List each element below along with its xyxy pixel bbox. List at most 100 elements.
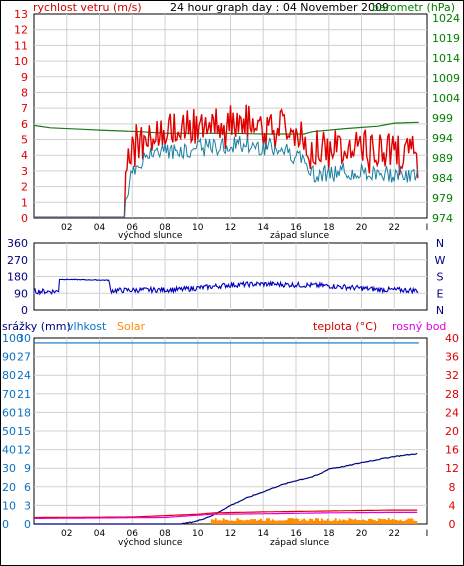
humidity-tick-label: 24 [17, 369, 31, 382]
solar-bar [287, 518, 290, 524]
x-tick-label: 10 [192, 223, 204, 233]
compass-label: N [436, 237, 444, 250]
solar-bar [375, 520, 378, 524]
rain-tick-label: 10 [2, 499, 16, 512]
pressure-tick-label: 999 [432, 112, 453, 125]
wind-tick-label: 10 [14, 55, 28, 68]
humidity-tick-label: 21 [17, 388, 31, 401]
rain-tick-label: 70 [2, 388, 16, 401]
solar-bar [277, 520, 280, 524]
temperature-tick-label: 24 [445, 406, 459, 419]
wind-tick-label: 0 [21, 212, 28, 225]
x-tick-label: 22 [389, 529, 400, 539]
x-tick-label: 04 [94, 223, 106, 233]
solar-bar [301, 519, 304, 524]
humidity-tick-label: 6 [24, 481, 31, 494]
solar-bar [242, 520, 245, 524]
solar-bar [289, 518, 292, 524]
wind-tick-label: 5 [21, 134, 28, 147]
wind-axis-title: rychlost vetru (m/s) [33, 1, 142, 14]
solar-bar [311, 519, 314, 524]
solar-bar [228, 520, 231, 524]
wind-average-line [34, 136, 419, 218]
solar-bar [256, 520, 259, 524]
pressure-axis-title: barometr (hPa) [372, 1, 455, 14]
x-tick-label: 22 [389, 223, 400, 233]
solar-bar [265, 518, 268, 524]
solar-bar [371, 519, 374, 524]
solar-bar [342, 519, 345, 524]
rain-legend: srážky (mm) [2, 320, 71, 333]
pressure-tick-label: 979 [432, 192, 453, 205]
humidity-tick-label: 3 [24, 499, 31, 512]
x-tick-label: 12 [225, 223, 236, 233]
temperature-tick-label: 36 [445, 351, 459, 364]
x-tick-label: 04 [94, 529, 106, 539]
temperature-tick-label: 12 [445, 462, 459, 475]
solar-bar [336, 520, 339, 524]
solar-bar [240, 519, 243, 524]
wind-tick-label: 8 [21, 86, 28, 99]
bottom-panel-grid [34, 338, 427, 524]
solar-bar [313, 520, 316, 524]
solar-bar [362, 519, 365, 524]
solar-bar [314, 518, 317, 524]
solar-bar [271, 519, 274, 524]
pressure-tick-label: 989 [432, 152, 453, 165]
humidity-ticks: 0 3 6 9 12 15 18 21 24 27 30 [17, 332, 31, 531]
solar-bar [405, 519, 408, 524]
wind-tick-label: 11 [14, 39, 28, 52]
solar-bar [385, 519, 388, 524]
x-tick-label: I [426, 223, 429, 233]
solar-bar [307, 520, 310, 524]
x-tick-label: 18 [323, 529, 335, 539]
wind-gust-line [34, 104, 419, 218]
temperature-tick-label: 32 [445, 369, 459, 382]
wind-direction-line [33, 278, 419, 296]
solar-bar [258, 519, 261, 524]
solar-bar [338, 519, 341, 524]
solar-bar [248, 520, 251, 524]
solar-bar [399, 519, 402, 524]
rain-tick-label: 0 [2, 518, 9, 531]
humidity-tick-label: 18 [17, 406, 31, 419]
solar-bar [401, 520, 404, 524]
x-tick-label: 18 [323, 223, 335, 233]
solar-bar [275, 520, 278, 524]
solar-bar [366, 520, 369, 524]
solar-bar [263, 520, 266, 524]
solar-bar [395, 519, 398, 524]
solar-bar [360, 520, 363, 524]
x-tick-label: 20 [356, 223, 368, 233]
direction-tick-label: 180 [7, 271, 28, 284]
solar-bar [309, 518, 312, 524]
rain-tick-label: 40 [2, 444, 16, 457]
solar-bar [279, 520, 282, 524]
solar-bar [387, 518, 390, 524]
bottom-panel-series [34, 342, 419, 525]
dewpoint-legend: rosný bod [392, 320, 446, 333]
solar-bar [344, 520, 347, 524]
solar-bar [283, 520, 286, 524]
solar-bar [334, 518, 337, 524]
humidity-tick-label: 12 [17, 444, 31, 457]
solar-bar [411, 518, 414, 524]
sunset-label-top: západ slunce [270, 231, 330, 241]
direction-series [33, 278, 419, 296]
humidity-tick-label: 15 [17, 425, 31, 438]
rain-tick-label: 50 [2, 425, 16, 438]
solar-bar [214, 518, 217, 524]
pressure-tick-label: 974 [432, 212, 453, 225]
solar-bar [377, 518, 380, 524]
solar-bar [352, 519, 355, 524]
wind-tick-label: 4 [21, 149, 28, 162]
pressure-ticks: 974 979 984 989 994 999 1004 1009 1014 1019 1024 [432, 12, 460, 225]
dewpoint-line [34, 511, 418, 519]
compass-label: N [436, 304, 444, 317]
solar-bar [212, 520, 215, 524]
solar-bar [250, 519, 253, 524]
wind-tick-label: 9 [21, 71, 28, 84]
temperature-tick-label: 40 [445, 332, 459, 345]
humidity-tick-label: 9 [24, 462, 31, 475]
